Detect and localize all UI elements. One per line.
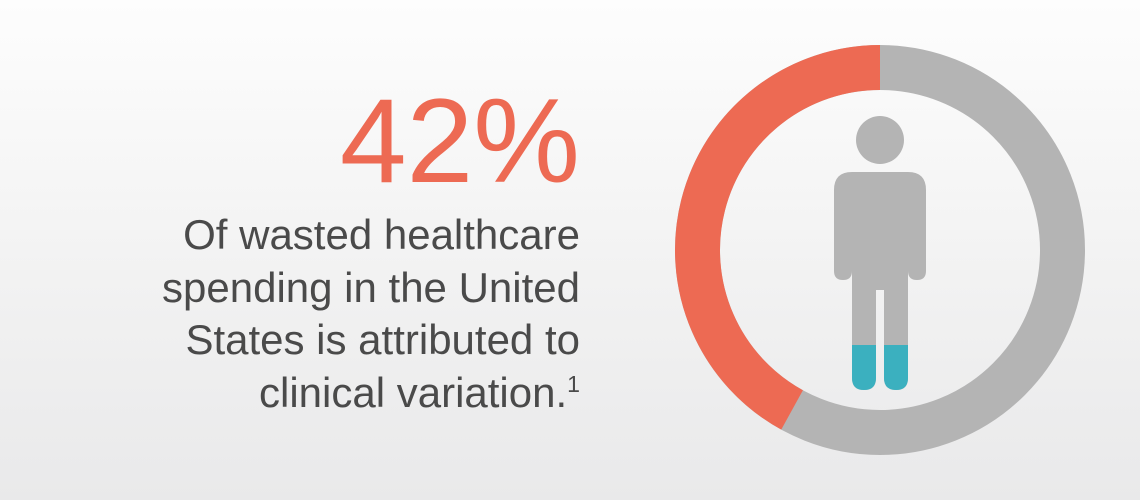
stat-subtitle-text: Of wasted healthcare spending in the Uni…: [162, 211, 580, 416]
person-body-icon: [834, 172, 926, 390]
person-feet-icon: [852, 345, 908, 390]
donut-chart: [665, 35, 1095, 465]
person-icon: [834, 116, 926, 390]
stat-subtitle: Of wasted healthcare spending in the Uni…: [60, 209, 580, 419]
text-block: 42% Of wasted healthcare spending in the…: [0, 81, 620, 419]
infographic-container: 42% Of wasted healthcare spending in the…: [0, 0, 1140, 500]
stat-footnote: 1: [567, 371, 580, 397]
stat-percentage-label: 42%: [60, 81, 580, 201]
person-head-icon: [856, 116, 904, 164]
donut-chart-block: [620, 0, 1140, 500]
